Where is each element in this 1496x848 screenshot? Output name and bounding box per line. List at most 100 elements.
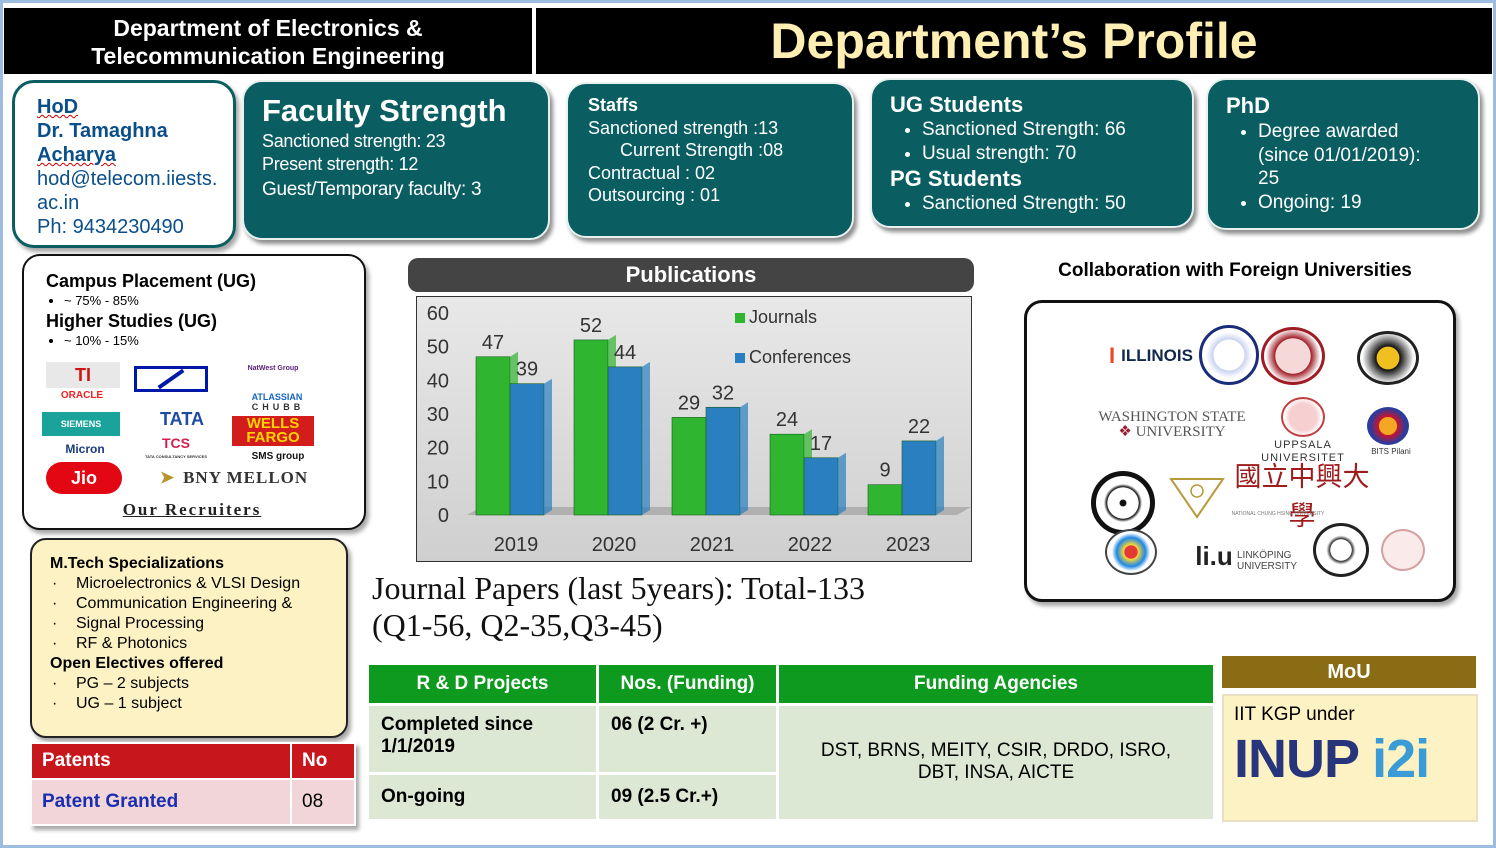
wells-fargo-logo: WELLS FARGO xyxy=(232,416,314,446)
mou-card: IIT KGP under INUP i2i xyxy=(1222,694,1478,822)
legend-swatch-conferences xyxy=(735,353,745,363)
data-label-journals-2019: 47 xyxy=(482,332,504,354)
bny-mellon-text: BNY MELLON xyxy=(183,468,309,487)
atlassian-logo: ATLASSIAN xyxy=(251,392,303,402)
y-tick-label: 50 xyxy=(427,337,449,359)
hod-email-line1[interactable]: hod@telecom.iiests. xyxy=(37,168,218,190)
faculty-sanctioned: Sanctioned strength: 23 xyxy=(262,131,446,151)
page-title: Department’s Profile xyxy=(536,8,1492,74)
bar-conferences-2019 xyxy=(509,383,545,516)
data-label-journals-2022: 24 xyxy=(776,409,798,431)
data-label-conferences-2022: 17 xyxy=(810,433,832,455)
bar-journals-2022 xyxy=(769,433,805,516)
faculty-strength-card: Faculty Strength Sanctioned strength: 23… xyxy=(242,80,550,240)
hod-phone: Ph: 9434230490 xyxy=(37,216,184,238)
rd-header-projects: R & D Projects xyxy=(366,662,599,706)
university-seal-colour xyxy=(1105,529,1157,575)
y-tick-label: 20 xyxy=(427,438,449,460)
elective-item: PG – 2 subjects xyxy=(52,674,346,694)
recruiters-logos: TI ORACLE NatWest Group ATLASSIAN SIEMEN… xyxy=(42,362,332,522)
data-label-journals-2020: 52 xyxy=(580,315,602,337)
journal-papers-quartiles: (Q1-56, Q2-35,Q3-45) xyxy=(372,607,663,643)
tata-logo: TATA xyxy=(160,408,204,429)
x-tick-label: 2021 xyxy=(690,534,735,556)
jio-logo: Jio xyxy=(46,462,122,494)
bar-side-conferences-2020 xyxy=(642,361,650,515)
mou-text: IIT KGP under xyxy=(1234,704,1355,725)
oracle-logo: ORACLE xyxy=(60,389,104,401)
i2i-text: i2i xyxy=(1372,729,1430,789)
wsu-line2-text: UNIVERSITY xyxy=(1135,424,1226,440)
bar-conferences-2022 xyxy=(803,457,839,516)
university-seal-grey xyxy=(1313,523,1369,577)
rd-completed-value: 06 (2 Cr. +) xyxy=(596,702,779,776)
nchu-small-text: NATIONAL CHUNG HSING UNIVERSITY xyxy=(1231,511,1325,517)
liu-mark: li.u xyxy=(1195,540,1233,571)
university-seal-black xyxy=(1091,471,1155,535)
bar-conferences-2021 xyxy=(705,406,741,516)
faculty-present: Present strength: 12 xyxy=(262,154,419,174)
recruiters-caption: Our Recruiters xyxy=(122,500,262,519)
bits-seal xyxy=(1367,407,1409,445)
pg-sanctioned: Sanctioned Strength: 50 xyxy=(922,192,1192,216)
natwest-logo: NatWest Group xyxy=(247,364,299,372)
phd-awarded: Degree awarded (since 01/01/2019): 25 xyxy=(1258,120,1478,191)
wsu-line1: WASHINGTON STATE xyxy=(1098,409,1246,425)
placement-title: Campus Placement (UG) xyxy=(46,271,257,291)
nchu-triangle-icon xyxy=(1169,478,1225,519)
ug-title: UG Students xyxy=(890,92,1024,117)
higher-studies-title: Higher Studies (UG) xyxy=(46,311,218,331)
hod-email-line2[interactable]: ac.in xyxy=(37,192,80,214)
journal-papers-total: Journal Papers (last 5years): Total-133 xyxy=(372,570,866,606)
phd-title: PhD xyxy=(1226,93,1270,118)
uppsala-line1: UPPSALA xyxy=(1274,439,1332,451)
phd-ongoing: Ongoing: 19 xyxy=(1258,191,1478,215)
data-label-conferences-2020: 44 xyxy=(614,342,636,364)
iiest-seal xyxy=(1199,325,1259,385)
liu-text: LINKÖPING UNIVERSITY xyxy=(1237,549,1307,573)
nchu-emblem xyxy=(1169,475,1225,521)
hod-name-line1: Dr. Tamaghna xyxy=(37,120,168,142)
inup-text: INUP xyxy=(1234,729,1359,789)
staffs-sanctioned: Sanctioned strength :13 xyxy=(588,117,779,138)
phd-awarded-line1: Degree awarded xyxy=(1258,121,1399,142)
rd-agencies-line2: DBT, INSA, AICTE xyxy=(917,762,1075,784)
waterloo-seal xyxy=(1357,331,1419,385)
mou-title: MoU xyxy=(1222,656,1476,688)
department-name-line2: Telecommunication Engineering xyxy=(91,43,445,69)
patent-granted-label: Patent Granted xyxy=(30,778,292,826)
patent-granted-value: 08 xyxy=(290,778,356,826)
higher-studies-value: ~ 10% - 15% xyxy=(64,332,364,350)
university-seal-pink xyxy=(1381,529,1425,571)
deutsche-bank-logo xyxy=(134,366,208,392)
phd-awarded-count: 25 xyxy=(1258,168,1280,189)
legend-label-journals: Journals xyxy=(749,307,817,327)
elective-item: UG – 1 subject xyxy=(52,694,346,714)
patents-table: Patents No Patent Granted 08 xyxy=(30,742,356,826)
rd-completed-label: Completed since 1/1/2019 xyxy=(366,702,599,776)
uppsala-line2: UNIVERSITET xyxy=(1261,452,1345,464)
rd-projects-table: R & D Projects Nos. (Funding) Funding Ag… xyxy=(366,662,1216,823)
mtech-item: Communication Engineering & xyxy=(52,594,346,614)
rd-ongoing-label: On-going xyxy=(366,772,599,822)
placement-card: Campus Placement (UG) ~ 75% - 85% Higher… xyxy=(22,254,366,530)
electives-title: Open Electives offered xyxy=(50,655,224,672)
faculty-title: Faculty Strength xyxy=(262,93,507,128)
bar-side-conferences-2023 xyxy=(936,435,944,515)
bar-side-conferences-2022 xyxy=(838,452,846,515)
pg-title: PG Students xyxy=(890,166,1023,191)
students-card: UG Students Sanctioned Strength: 66 Usua… xyxy=(870,78,1194,228)
legend-swatch-journals xyxy=(735,313,745,323)
y-tick-label: 40 xyxy=(427,370,449,392)
ug-usual: Usual strength: 70 xyxy=(922,142,1192,166)
data-label-conferences-2021: 32 xyxy=(712,382,734,404)
y-tick-label: 60 xyxy=(427,303,449,325)
mtech-item: RF & Photonics xyxy=(52,634,346,654)
bar-journals-2020 xyxy=(573,339,609,516)
liu-line1: LINKÖPING xyxy=(1237,550,1292,561)
staffs-current: Current Strength :08 xyxy=(620,140,784,160)
uppsala-seal xyxy=(1281,397,1325,437)
mtech-item: Microelectronics & VLSI Design xyxy=(52,574,346,594)
tata-consultancy-logo: TATA CONSULTANCY SERVICES xyxy=(144,453,207,459)
rd-completed-line1: Completed since xyxy=(381,713,534,735)
